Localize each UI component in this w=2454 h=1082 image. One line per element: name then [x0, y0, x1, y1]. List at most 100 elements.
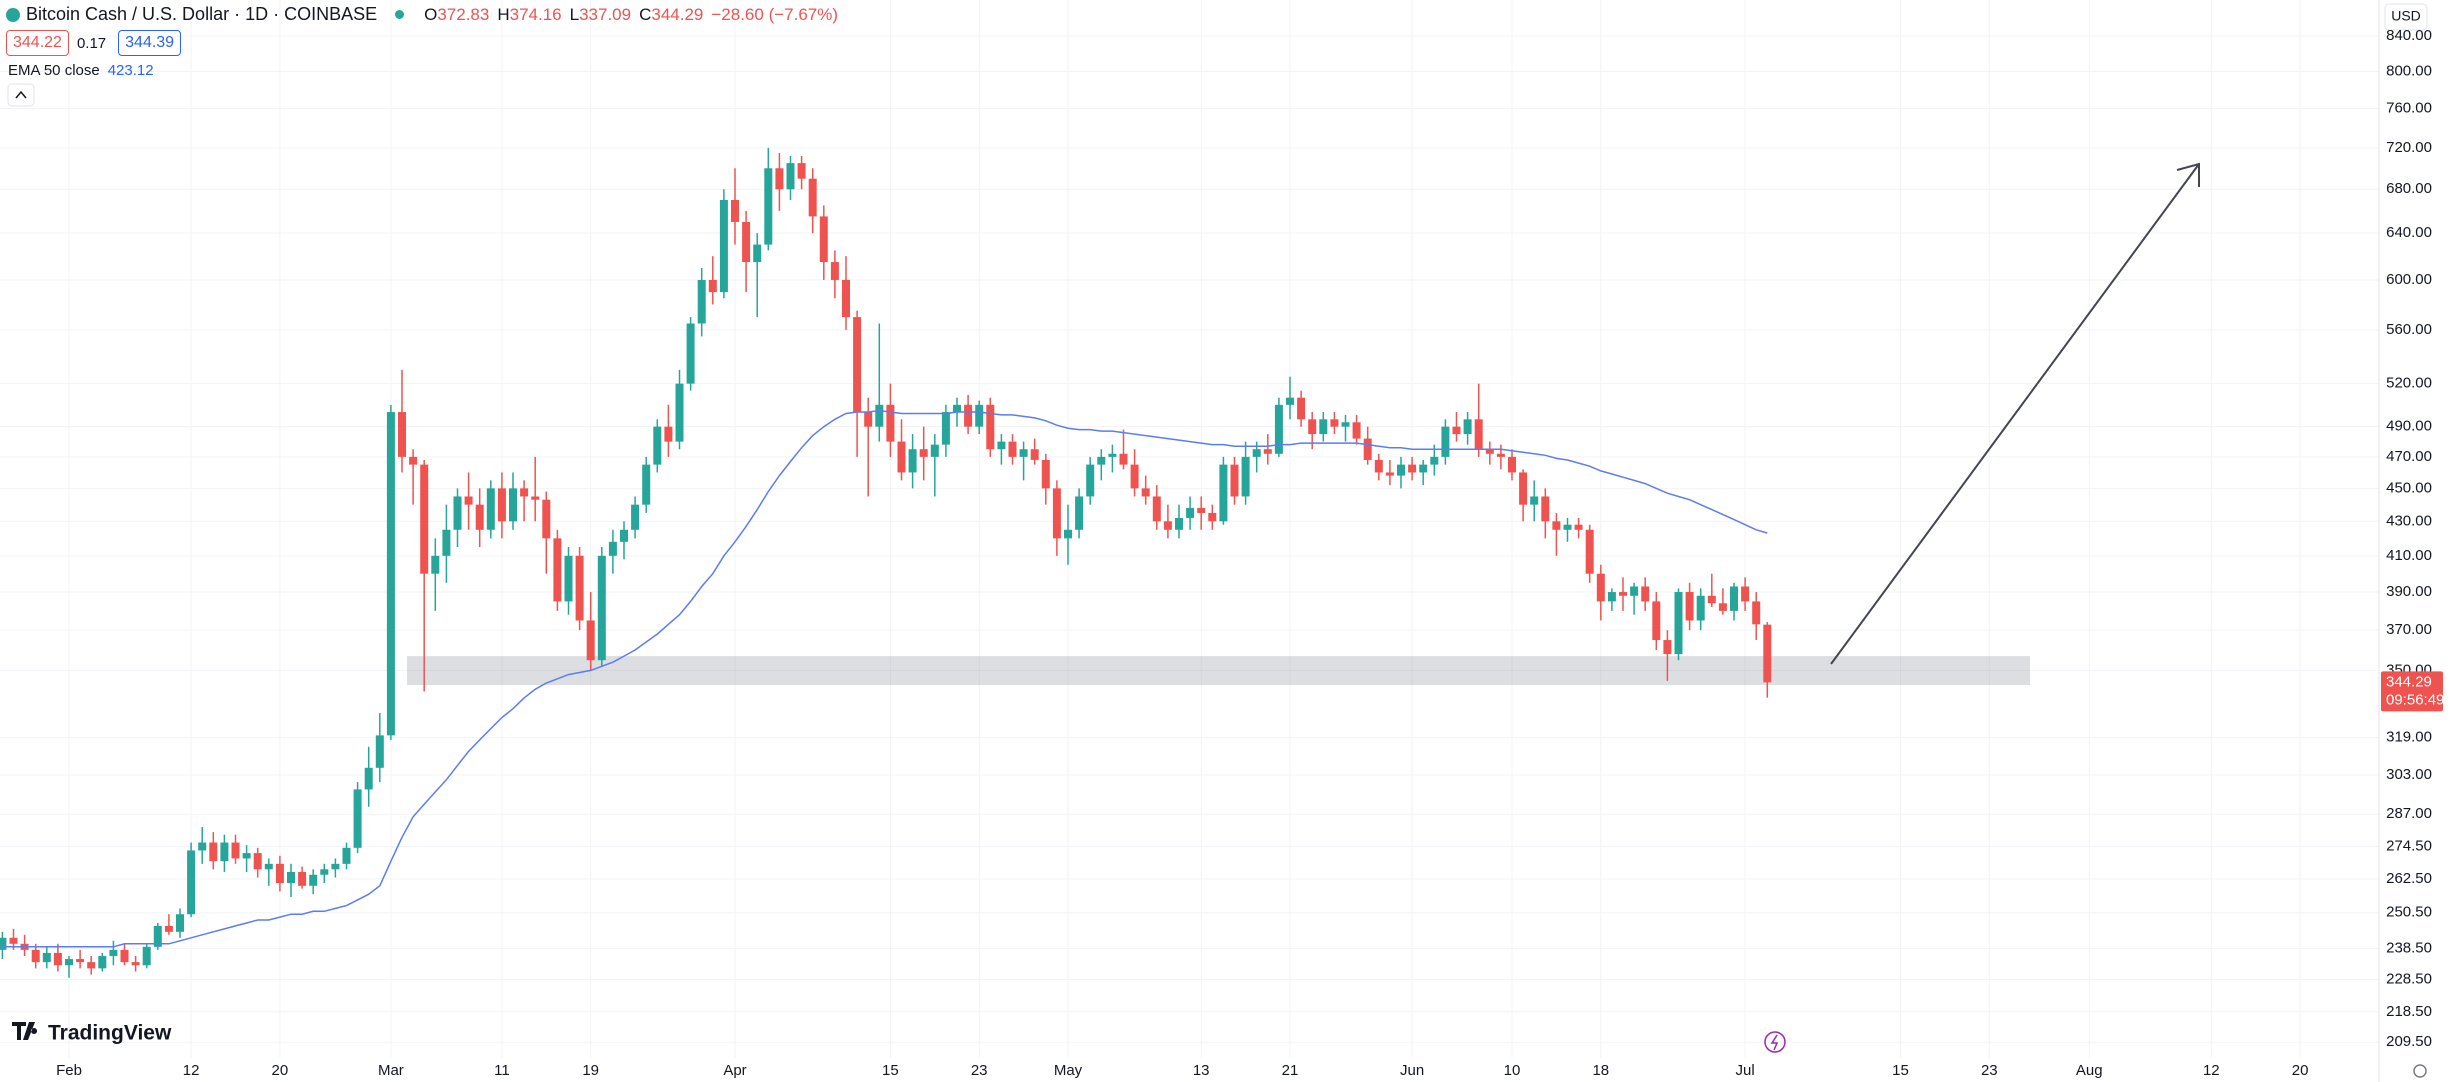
open-value: 372.83 — [437, 4, 490, 24]
price-tag-value: 344.29 — [2386, 673, 2432, 690]
candle-body — [1186, 507, 1195, 518]
y-tick-label: 209.50 — [2386, 1033, 2432, 1050]
candle-body — [453, 496, 462, 530]
settings-icon[interactable] — [2413, 1064, 2427, 1078]
candle-body — [287, 872, 295, 884]
candle-body — [697, 279, 706, 324]
candle-body — [1585, 529, 1594, 574]
candle-body — [1452, 426, 1461, 435]
candle-body — [1674, 592, 1683, 655]
candle-body — [819, 216, 828, 263]
y-tick-label: 319.00 — [2386, 729, 2432, 746]
candle-body — [1663, 640, 1672, 655]
candle-body — [1607, 592, 1616, 602]
candle-body — [675, 383, 684, 442]
candle-body — [1297, 397, 1306, 420]
candle-body — [564, 555, 573, 602]
candle-body — [686, 323, 695, 384]
candle-body — [986, 404, 995, 450]
candle-body — [708, 279, 717, 293]
candle-body — [897, 441, 906, 473]
candle-body — [797, 163, 806, 179]
x-tick-label: 18 — [1592, 1062, 1609, 1079]
candle-body — [608, 541, 617, 556]
event-bolt — [1770, 1034, 1779, 1051]
candle-body — [830, 262, 839, 280]
candle-body — [409, 456, 418, 465]
candle-body — [0, 937, 7, 950]
collapse-button[interactable] — [7, 83, 35, 107]
y-tick-label: 600.00 — [2386, 271, 2432, 288]
x-tick-label: Aug — [2076, 1062, 2103, 1079]
x-tick-label: Apr — [723, 1062, 746, 1079]
candle-body — [1030, 449, 1039, 460]
currency-label[interactable]: USD — [2391, 8, 2421, 24]
candle-body — [309, 874, 318, 886]
y-tick-label: 640.00 — [2386, 224, 2432, 241]
candle-body — [1163, 521, 1172, 530]
candle-body — [1286, 397, 1294, 405]
y-tick-label: 560.00 — [2386, 321, 2432, 338]
candle-body — [775, 168, 784, 190]
candle-body — [1530, 496, 1539, 505]
candle-body — [1463, 419, 1472, 435]
candle-body — [1408, 464, 1417, 473]
x-tick-label: 13 — [1193, 1062, 1210, 1079]
candle-body — [1208, 512, 1217, 522]
candle-body — [975, 404, 984, 427]
y-tick-label: 760.00 — [2386, 100, 2432, 117]
candle-body — [653, 426, 662, 465]
logo-text: TradingView — [48, 1022, 172, 1045]
candle-body — [264, 863, 273, 870]
y-tick-label: 370.00 — [2386, 621, 2432, 638]
symbol-title: Bitcoin Cash / U.S. Dollar · 1D · COINBA… — [26, 4, 378, 24]
y-tick-label: 410.00 — [2386, 547, 2432, 564]
candle-body — [42, 952, 51, 963]
candle-body — [209, 842, 218, 862]
candle-body — [1619, 592, 1627, 596]
candle-body — [531, 496, 540, 500]
candle-body — [353, 789, 362, 848]
candle-body — [842, 279, 850, 318]
candle-body — [997, 441, 1006, 450]
candle-body — [1263, 449, 1272, 454]
candle-body — [631, 504, 640, 530]
ask-box[interactable]: 344.39 — [118, 30, 182, 56]
y-tick-label: 520.00 — [2386, 375, 2432, 392]
open-label: O — [424, 4, 438, 24]
candle-body — [1397, 464, 1405, 476]
candle-body — [742, 221, 751, 263]
candle-body — [431, 555, 440, 574]
price-axis-bg — [2379, 0, 2454, 1082]
y-tick-label: 250.50 — [2386, 904, 2432, 921]
x-tick-label: Mar — [378, 1062, 404, 1079]
legend-row: Bitcoin Cash / U.S. Dollar · 1D · COINBA… — [6, 4, 838, 25]
candle-body — [98, 955, 107, 969]
candle-body — [375, 735, 384, 768]
candle-body — [497, 488, 506, 522]
y-tick-label: 262.50 — [2386, 870, 2432, 887]
candle-body — [176, 914, 184, 932]
candle-body — [620, 529, 628, 542]
price-tag — [2381, 671, 2443, 712]
candle-body — [642, 464, 651, 505]
candle-body — [142, 946, 151, 966]
candle-body — [1385, 472, 1394, 476]
event-icon[interactable] — [1764, 1031, 1786, 1053]
candle-body — [1230, 464, 1239, 497]
candle-body — [908, 449, 917, 473]
high-label: H — [497, 4, 510, 24]
candle-body — [486, 488, 495, 530]
candle-body — [109, 949, 118, 956]
candle-body — [1630, 586, 1639, 596]
currency-button[interactable] — [2384, 3, 2428, 31]
candle-body — [1064, 529, 1072, 539]
y-tick-label: 470.00 — [2386, 448, 2432, 465]
y-tick-label: 430.00 — [2386, 512, 2432, 529]
candle-body — [1274, 404, 1283, 454]
candle-body — [509, 488, 517, 522]
candle-body — [120, 949, 129, 963]
bid-box[interactable]: 344.22 — [6, 30, 69, 56]
candle-body — [941, 412, 950, 445]
